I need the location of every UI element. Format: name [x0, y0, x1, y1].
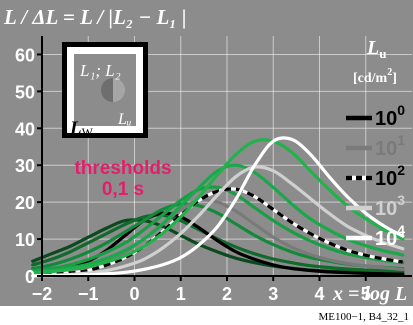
series-line-6 — [31, 185, 405, 273]
y-tick-label: 10 — [15, 230, 35, 250]
annotation-thresholds: thresholds — [74, 158, 171, 179]
series-line-7 — [32, 187, 404, 277]
legend-label-2: 101 — [375, 132, 405, 160]
series-line-10 — [31, 138, 405, 275]
x-tick-label: 3 — [268, 284, 278, 304]
y-tick-label: 50 — [15, 82, 35, 102]
legend-label-3: 102 — [375, 162, 405, 190]
legend-label-4: 103 — [375, 192, 405, 220]
x-tick-label: 5 — [361, 284, 371, 304]
series-line-9 — [31, 165, 405, 278]
y-tick-label: 40 — [15, 119, 35, 139]
inset-label-l1-l2: L₁; L₂ — [79, 61, 121, 80]
x-tick-label: 0 — [129, 284, 139, 304]
legend-label-5: 104 — [375, 222, 405, 250]
series-group — [31, 136, 405, 278]
x-tick-labels: −2 −1 0 1 2 3 4 5 — [32, 276, 371, 304]
x-tick-label: −1 — [78, 284, 99, 304]
legend-title: Lu — [366, 37, 386, 61]
chart-title: L / ΔL = L / |L₂ − L₁ | — [3, 5, 186, 29]
annotation-duration: 0,1 s — [102, 179, 144, 200]
y-tick-label: 60 — [15, 45, 35, 65]
chart-background — [0, 0, 413, 306]
y-tick-label: 0 — [25, 267, 35, 287]
x-tick-label: −2 — [32, 284, 53, 304]
x-tick-label: 2 — [222, 284, 232, 304]
x-tick-label: 4 — [314, 284, 324, 304]
y-tick-label: 30 — [15, 156, 35, 176]
legend-label-1: 100 — [375, 102, 405, 130]
y-tick-labels: 0 10 20 30 40 50 60 — [15, 45, 42, 287]
x-axis-label: x = log L — [332, 283, 407, 305]
legend-unit: [cd/m2] — [353, 67, 397, 86]
inset-label-lu: Lᵤ — [117, 111, 132, 128]
series-line-11 — [31, 136, 405, 278]
series-line-8 — [31, 163, 405, 274]
inset-right-half-disc — [113, 78, 125, 102]
inset-pattern: L₁; L₂ Lᵤ LW — [62, 42, 148, 139]
x-tick-label: 1 — [176, 284, 186, 304]
y-tick-label: 20 — [15, 193, 35, 213]
inset-label-lw: LW — [69, 118, 94, 139]
figure-code: ME100−1, B4_32_1 — [318, 311, 409, 323]
inset-left-half-disc — [101, 78, 113, 102]
